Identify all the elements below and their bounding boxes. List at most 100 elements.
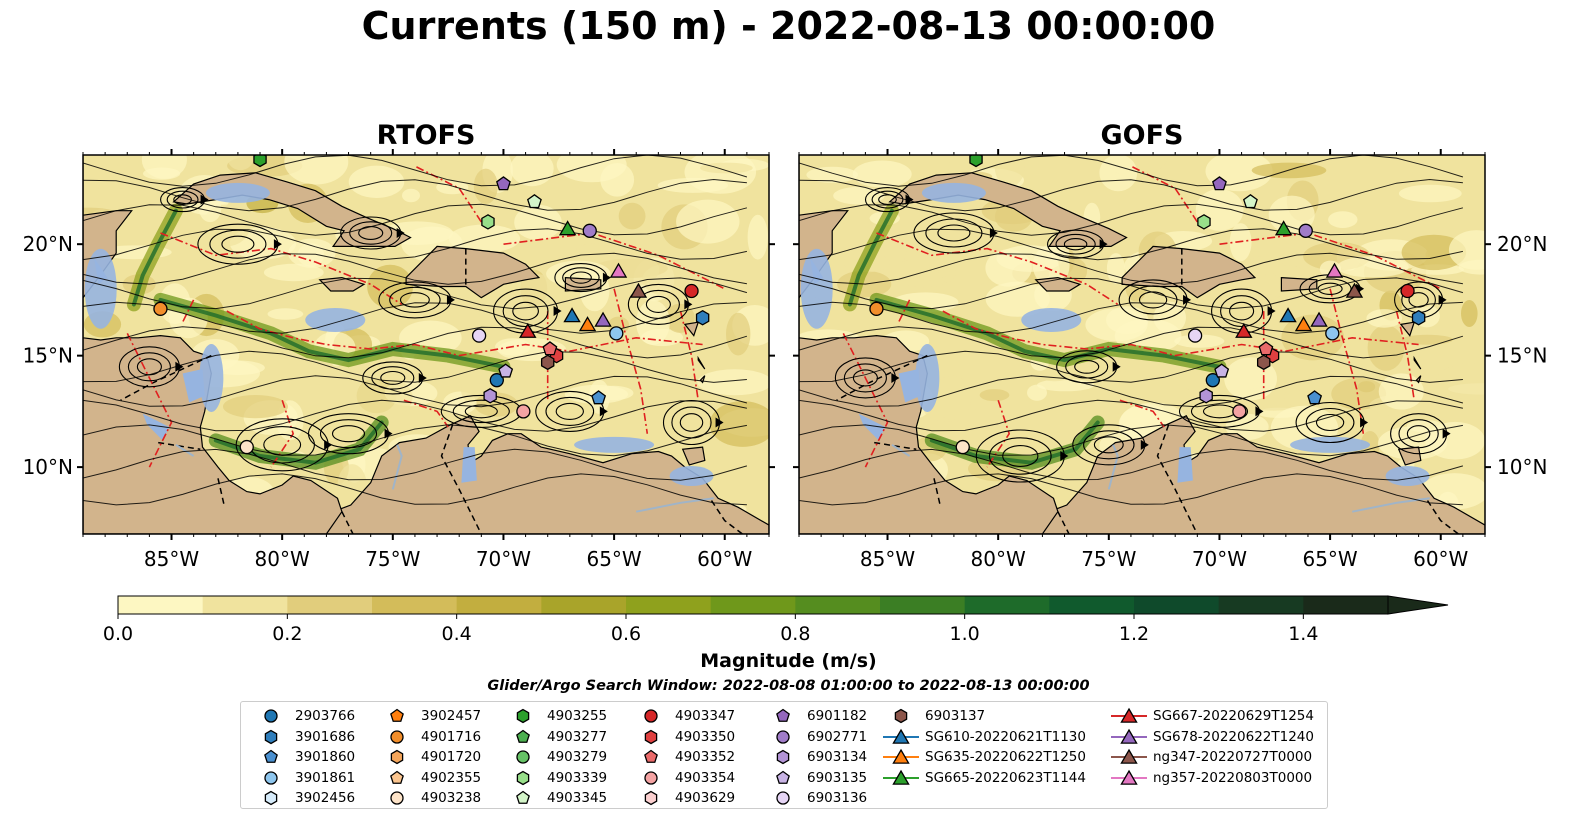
float-6901182 <box>496 176 511 191</box>
streamline-arrow <box>1438 294 1447 305</box>
float-4901716 <box>153 301 168 316</box>
hexagon-icon <box>264 790 278 806</box>
streamline <box>799 448 1464 481</box>
legend-marker-icon <box>776 708 790 722</box>
map-panels: 85°W 80°W 75°W 70°W 65°W 60°W20°N15°N10°N85°W… <box>23 149 1547 571</box>
lat-tick-label: 20°N <box>23 232 73 256</box>
river <box>391 444 403 490</box>
float-4903345 <box>526 193 542 209</box>
speed-contour <box>938 253 995 288</box>
streamline <box>1074 359 1100 374</box>
speed-contour <box>979 389 1010 402</box>
legend-label: 4903279 <box>547 749 608 765</box>
legend-item: 4903352 <box>631 747 735 767</box>
legend-item: SG635-20220622T1250 <box>881 747 1086 767</box>
speed-contour <box>806 166 858 183</box>
float-4903347 <box>684 283 699 299</box>
legend-item: 3901861 <box>251 768 355 788</box>
float-6903136 <box>1187 328 1203 343</box>
colorbar-extend-arrow <box>1387 595 1449 615</box>
legend-item: 4903277 <box>503 727 607 747</box>
streamline <box>209 229 267 259</box>
streamline <box>83 155 748 187</box>
streamline-arrow <box>273 239 282 250</box>
legend-marker-icon <box>883 728 919 744</box>
float-SG678 <box>594 311 612 327</box>
streamline-arrow <box>418 372 427 383</box>
float-SG678 <box>1310 311 1328 327</box>
colorbar-segment <box>118 596 204 614</box>
colorbar-segment <box>964 596 1050 614</box>
triangle-icon <box>1120 748 1138 764</box>
colorbar-segment <box>626 596 712 614</box>
circle-icon <box>644 770 658 785</box>
circle-icon <box>390 791 404 805</box>
float-6903136 <box>471 328 487 343</box>
colorbar-tick-label: 1.0 <box>950 623 980 645</box>
streamline-arrow <box>1060 450 1069 461</box>
legend-marker-icon <box>264 790 278 806</box>
eez-boundary <box>181 299 195 323</box>
streamline-arrow <box>1183 294 1192 305</box>
speed-contour <box>1425 421 1485 460</box>
current-core <box>131 208 178 307</box>
speed-contour <box>85 165 135 190</box>
float-SG665 <box>558 220 577 236</box>
legend-label: SG667-20220629T1254 <box>1153 708 1314 724</box>
legend-label: SG610-20220621T1130 <box>925 728 1086 745</box>
pentagon-icon <box>776 708 790 722</box>
float-4903354 <box>1232 404 1247 419</box>
speed-contour <box>297 243 325 267</box>
legend-label: 4903350 <box>675 728 736 745</box>
float-4903352 <box>542 341 558 356</box>
float-6902771 <box>1298 223 1313 238</box>
shallow-shelf <box>915 343 940 412</box>
legend-marker-icon <box>1111 728 1147 744</box>
float-SG665 <box>1274 220 1293 236</box>
shallow-shelf <box>1290 436 1371 453</box>
shallow-shelf <box>921 182 986 203</box>
land-mass <box>564 276 602 292</box>
eez-boundary <box>1395 310 1415 401</box>
shallow-shelf <box>1385 466 1430 487</box>
streamline-arrow <box>905 194 914 205</box>
streamline <box>1315 413 1345 432</box>
streamline <box>799 252 1463 285</box>
speed-contour <box>402 188 420 203</box>
pentagon-icon <box>516 729 530 743</box>
colorbar-segment <box>456 596 542 614</box>
rtofs-panel-title: RTOFS <box>376 120 476 151</box>
circle-icon <box>516 750 530 764</box>
streamline-arrow <box>602 272 611 283</box>
float-2903766 <box>1205 373 1220 388</box>
triangle-icon <box>1120 728 1138 744</box>
legend-item: 4903279 <box>503 747 607 767</box>
colorbar-label: Magnitude (m/s) <box>700 650 877 672</box>
legend-marker-icon <box>516 729 530 743</box>
legend-label: 3902457 <box>421 708 482 724</box>
hexagon-icon <box>516 770 530 785</box>
legend-marker-icon <box>1111 748 1147 764</box>
speed-contour <box>1401 234 1467 271</box>
land-mass <box>1413 355 1422 370</box>
speed-contour <box>263 263 324 282</box>
float-4903238 <box>239 439 254 455</box>
eez-boundary <box>503 232 726 290</box>
eez-boundary <box>679 310 699 401</box>
legend-label: SG665-20220623T1144 <box>925 769 1086 786</box>
legend-marker-icon <box>264 729 278 744</box>
legend-label: 4903238 <box>421 790 482 806</box>
speed-contour <box>852 160 912 188</box>
legend-item: 3902456 <box>251 788 355 808</box>
streamline-arrow <box>446 294 455 305</box>
shallow-shelf <box>800 248 833 329</box>
triangle-icon <box>892 769 910 785</box>
streamline <box>83 252 747 285</box>
streamline <box>83 375 748 408</box>
streamline <box>1220 295 1264 328</box>
legend-item: ng347-20220727T0000 <box>1109 747 1312 767</box>
speed-contour <box>223 395 288 419</box>
legend-item: 4903345 <box>503 788 607 808</box>
float-6903137 <box>540 354 555 371</box>
lon-tick-label: 65°W <box>1302 547 1357 571</box>
